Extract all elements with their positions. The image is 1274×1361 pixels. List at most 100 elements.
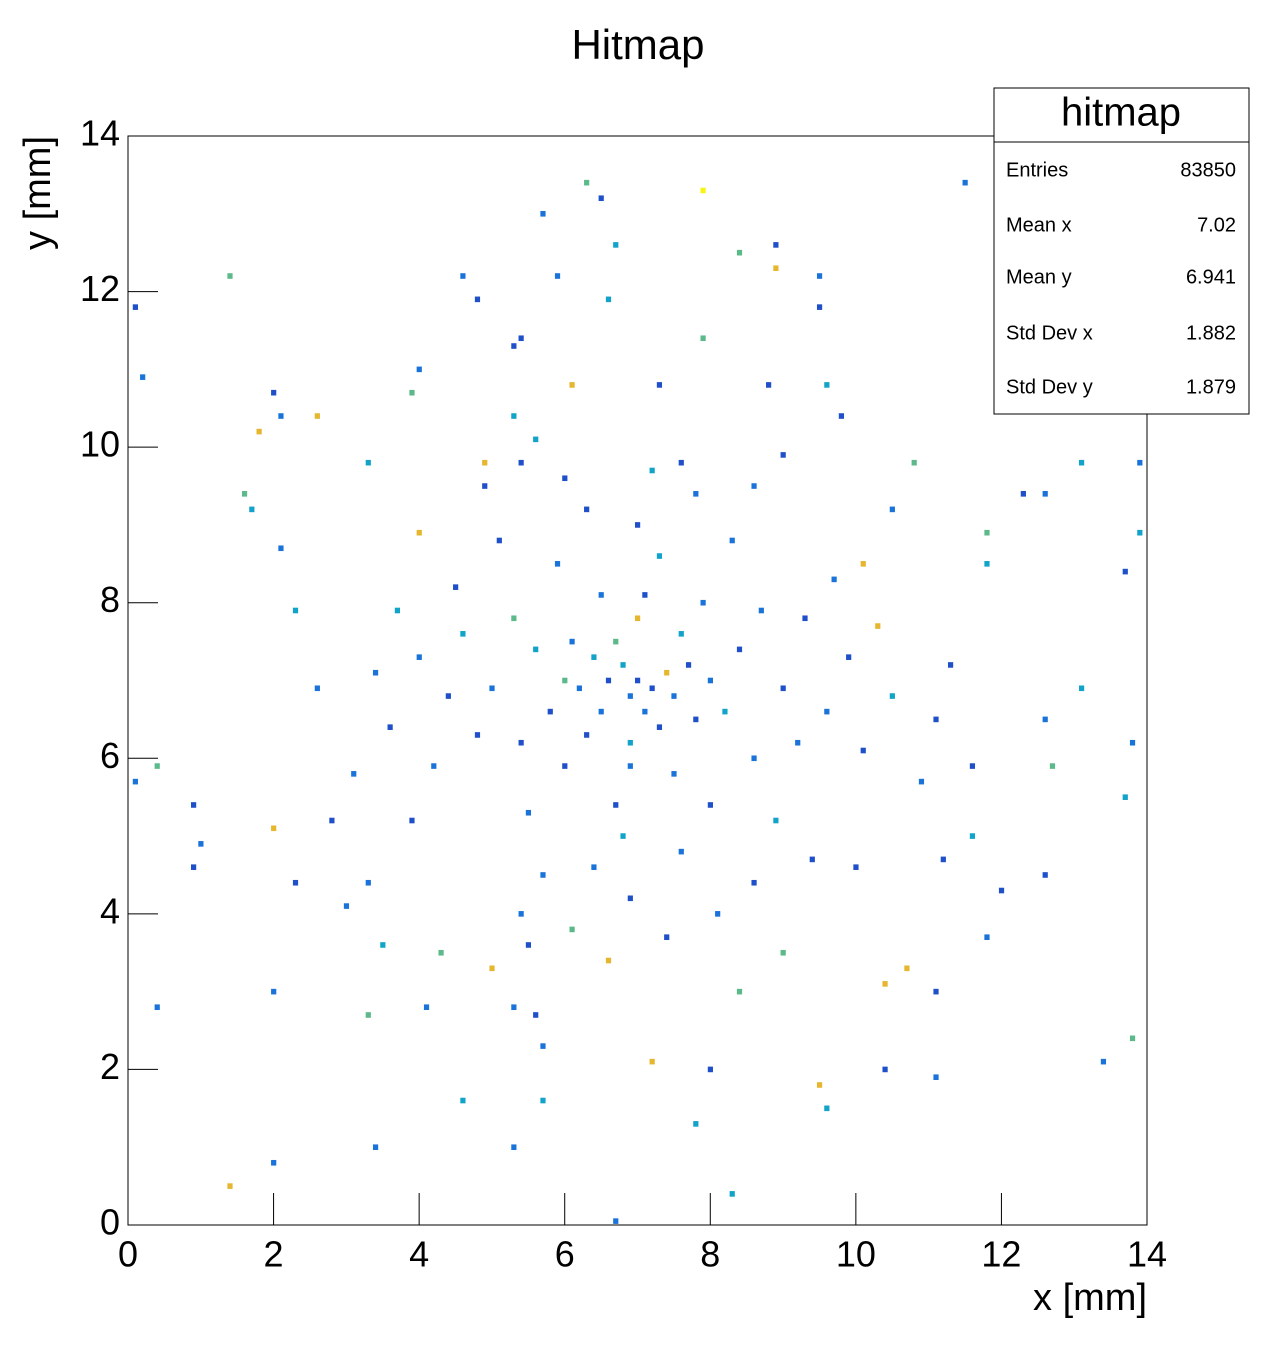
stats-box: hitmap: [993, 87, 1250, 415]
cell: [700, 599, 706, 606]
cell: [816, 304, 823, 310]
cell: [707, 677, 713, 684]
y-tick-label: 10: [80, 424, 120, 465]
cell: [947, 662, 954, 668]
cell: [707, 1066, 713, 1073]
cell: [773, 265, 779, 272]
cell: [613, 242, 619, 248]
x-tick-label: 0: [118, 1234, 138, 1275]
cell: [511, 615, 517, 622]
cell: [722, 708, 728, 715]
cell: [423, 1004, 430, 1010]
cell: [1129, 1035, 1136, 1042]
cell: [271, 1159, 277, 1166]
x-tick-label: 2: [264, 1234, 284, 1275]
cell: [547, 708, 553, 715]
cell: [191, 864, 197, 870]
stat-value: 7.02: [1197, 214, 1236, 236]
cell: [933, 988, 939, 995]
cell: [671, 771, 677, 777]
cell: [882, 1066, 888, 1073]
x-tick-label: 8: [700, 1234, 720, 1275]
cell: [460, 273, 466, 279]
cell: [635, 677, 641, 684]
cell: [1100, 1058, 1107, 1065]
cell: [511, 1004, 517, 1010]
cell: [816, 1082, 823, 1088]
y-tick-label: 12: [80, 268, 120, 309]
y-tick-label: 8: [100, 579, 120, 620]
cell: [154, 763, 160, 769]
cell: [729, 537, 735, 544]
cell: [642, 592, 648, 598]
cell: [700, 187, 706, 194]
cell: [271, 825, 277, 832]
cell: [416, 366, 422, 373]
cell: [635, 615, 641, 622]
cell: [562, 763, 568, 769]
cell: [933, 716, 939, 723]
cell: [962, 179, 968, 186]
axes: 0 2 4 6 8 10 12 14 0 2 4 6 8 10 12 14: [80, 113, 1167, 1275]
cell: [140, 374, 146, 380]
y-tick-label: 6: [100, 735, 120, 776]
cell: [380, 942, 386, 948]
cell: [882, 981, 888, 987]
cell: [773, 242, 779, 248]
cell: [540, 1043, 546, 1049]
cell: [620, 662, 626, 668]
stats-rows: Entries 83850 Mean x 7.02 Mean y 6.941 Std Dev…: [1006, 159, 1236, 398]
stat-label: Std Dev y: [1006, 376, 1093, 398]
cell: [751, 755, 757, 762]
cell: [736, 988, 743, 995]
cell: [780, 949, 786, 956]
cell: [984, 561, 990, 567]
cell: [824, 382, 830, 388]
cell: [533, 1012, 539, 1018]
cell: [409, 389, 415, 396]
cell: [511, 1144, 517, 1151]
stats-title: hitmap: [1061, 91, 1181, 135]
x-tick-label: 4: [409, 1234, 429, 1275]
cell: [351, 771, 357, 777]
cell: [554, 273, 561, 279]
cell: [576, 685, 582, 692]
cell: [685, 662, 692, 668]
cell: [605, 677, 612, 684]
cell: [860, 561, 866, 567]
cells: [132, 179, 1143, 1224]
cell: [584, 506, 590, 513]
cell: [256, 428, 262, 435]
y-tick-label: 2: [100, 1046, 120, 1087]
cell: [445, 693, 451, 699]
cell: [729, 1191, 735, 1197]
cell: [132, 778, 138, 785]
cell: [343, 903, 350, 909]
cell: [453, 584, 459, 590]
cell: [1122, 568, 1128, 575]
cell: [154, 1004, 160, 1010]
cell: [904, 965, 910, 972]
cell: [409, 817, 415, 824]
x-tick-label: 12: [981, 1234, 1021, 1275]
cell: [525, 942, 532, 948]
cell: [613, 638, 619, 645]
cell: [693, 716, 699, 723]
cell: [627, 739, 633, 746]
cell: [540, 872, 546, 878]
cell: [649, 685, 655, 692]
cell: [809, 856, 815, 863]
cell: [482, 459, 488, 466]
cell: [605, 957, 612, 964]
cell: [132, 304, 138, 310]
cell: [656, 724, 663, 730]
stat-value: 6.941: [1186, 266, 1236, 288]
cell: [824, 1105, 830, 1112]
cell: [889, 693, 895, 699]
cell: [1129, 739, 1136, 746]
plot-frame: [127, 135, 1148, 1226]
cell: [736, 646, 743, 653]
cell: [664, 934, 670, 940]
cell: [278, 545, 284, 552]
